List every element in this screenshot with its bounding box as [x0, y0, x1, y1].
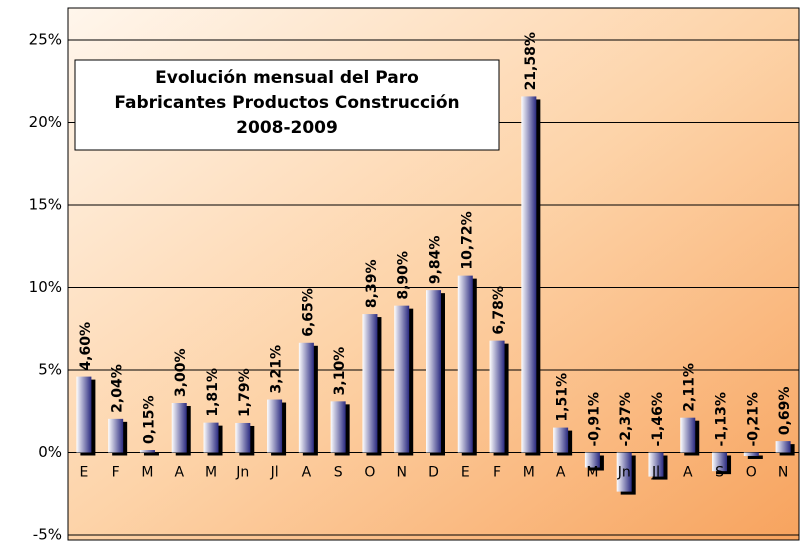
bar	[680, 417, 696, 453]
value-label: 21,58%	[523, 32, 539, 90]
chart-title: Fabricantes Productos Construcción	[114, 93, 459, 113]
value-label: -0,91%	[586, 392, 602, 446]
x-tick-label: F	[493, 465, 501, 481]
bar	[743, 452, 759, 456]
value-label: 2,04%	[110, 364, 126, 413]
x-tick-label: Jl	[270, 465, 279, 481]
value-label: 9,84%	[428, 236, 444, 285]
x-tick-label: O	[746, 465, 757, 481]
value-label: 3,00%	[173, 348, 189, 397]
x-tick-label: Jn	[235, 465, 249, 481]
bar	[267, 399, 283, 453]
x-tick-label: A	[302, 465, 312, 481]
value-label: 8,90%	[396, 251, 412, 300]
bar	[108, 418, 124, 453]
bar	[76, 376, 92, 453]
x-tick-label: N	[778, 465, 788, 481]
value-label: 1,81%	[205, 368, 221, 417]
x-tick-label: E	[79, 465, 88, 481]
x-tick-label: M	[586, 465, 598, 481]
x-tick-label: A	[683, 465, 693, 481]
value-label: -1,46%	[650, 392, 666, 446]
x-tick-label: M	[141, 465, 153, 481]
x-tick-label: M	[523, 465, 535, 481]
value-label: -2,37%	[618, 392, 634, 446]
bar	[584, 452, 600, 468]
title-box	[74, 59, 500, 151]
x-tick-label: A	[174, 465, 184, 481]
bar	[775, 441, 791, 453]
bar	[553, 427, 569, 453]
bar-shadow	[747, 455, 763, 459]
value-label: 1,79%	[237, 368, 253, 417]
x-tick-label: M	[205, 465, 217, 481]
bar	[235, 422, 251, 453]
value-label: 2,11%	[682, 363, 698, 412]
bar	[521, 96, 537, 453]
x-tick-label: Jl	[651, 465, 660, 481]
value-label: 10,72%	[459, 211, 475, 269]
value-label: 3,21%	[269, 345, 285, 394]
chart-title: Evolución mensual del Paro	[155, 68, 419, 88]
bar	[712, 452, 728, 472]
bar	[457, 275, 473, 453]
x-tick-label: S	[715, 465, 724, 481]
x-tick-label: O	[364, 465, 375, 481]
x-tick-label: F	[112, 465, 120, 481]
y-tick-label: 10%	[29, 278, 62, 296]
value-label: 3,10%	[332, 347, 348, 396]
value-label: -1,13%	[714, 392, 730, 446]
value-label: 0,69%	[777, 387, 793, 436]
y-tick-label: 5%	[38, 361, 62, 379]
x-tick-label: E	[461, 465, 470, 481]
bar	[203, 422, 219, 453]
bar	[330, 401, 346, 453]
value-label: 1,51%	[555, 373, 571, 422]
value-label: 4,60%	[78, 322, 94, 371]
bar	[426, 290, 441, 453]
chart-title: 2008-2009	[236, 118, 338, 138]
x-tick-label: S	[334, 465, 343, 481]
bar	[616, 452, 632, 492]
bar	[298, 342, 314, 453]
value-label: 8,39%	[364, 259, 380, 308]
bar	[362, 314, 378, 453]
bar	[489, 340, 505, 453]
y-tick-label: 0%	[38, 443, 62, 461]
bar	[648, 452, 664, 477]
bar-shadow	[143, 453, 159, 456]
bar	[171, 403, 187, 453]
value-label: 0,15%	[141, 395, 157, 444]
x-tick-label: Jn	[617, 465, 631, 481]
bar	[394, 305, 410, 453]
y-tick-label: 25%	[29, 31, 62, 49]
value-label: 6,65%	[300, 288, 316, 337]
value-label: 6,78%	[491, 286, 507, 335]
y-tick-label: 15%	[29, 196, 62, 214]
x-tick-label: A	[556, 465, 566, 481]
x-tick-label: N	[396, 465, 406, 481]
y-tick-label: -5%	[33, 526, 62, 542]
y-tick-label: 20%	[29, 113, 62, 131]
bar	[139, 450, 155, 453]
x-tick-label: D	[428, 465, 439, 481]
value-label: -0,21%	[745, 392, 761, 446]
